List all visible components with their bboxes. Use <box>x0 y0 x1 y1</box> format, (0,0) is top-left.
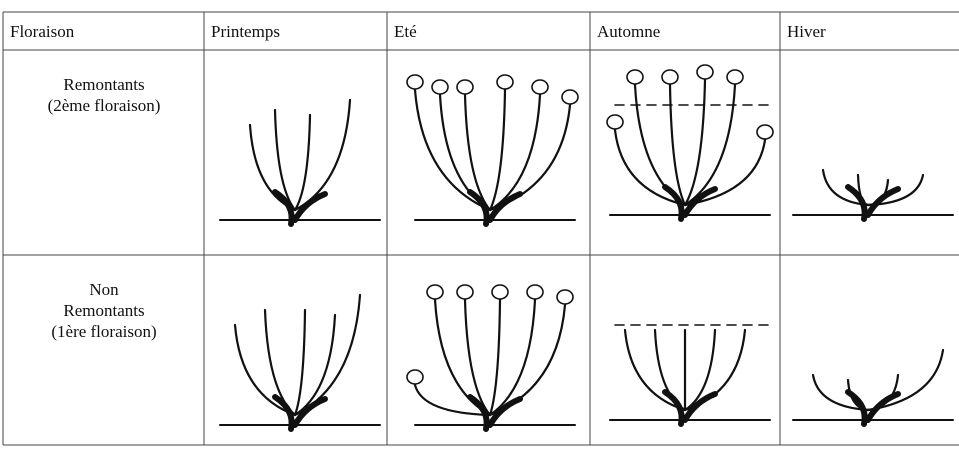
flower <box>456 79 474 95</box>
stem <box>293 313 337 417</box>
flower <box>661 69 679 85</box>
flower <box>431 79 449 95</box>
flower <box>406 74 424 90</box>
flower <box>496 74 514 90</box>
plant-sketch <box>609 324 771 427</box>
stem <box>488 298 502 417</box>
flower <box>726 69 744 85</box>
stem <box>623 328 687 412</box>
stem <box>433 298 492 417</box>
flower <box>406 369 424 385</box>
flower <box>606 114 624 130</box>
flower <box>426 284 444 300</box>
stem <box>866 178 890 207</box>
stem <box>846 378 870 412</box>
row-label: Remontants <box>63 75 144 94</box>
stem <box>683 78 707 207</box>
stem <box>293 293 362 417</box>
header-cell: Eté <box>394 22 417 41</box>
stem <box>413 383 492 417</box>
stem <box>866 173 925 207</box>
flower <box>556 289 574 305</box>
stem <box>438 93 492 212</box>
flower <box>456 284 474 300</box>
stem <box>248 123 297 212</box>
row-label: (1ère floraison) <box>51 322 156 341</box>
flower <box>491 284 509 300</box>
stem <box>293 98 352 212</box>
stem <box>856 173 870 207</box>
header-cell: Automne <box>597 22 660 41</box>
stem <box>683 328 717 412</box>
header-cell: Hiver <box>787 22 826 41</box>
stem <box>613 128 687 207</box>
stem <box>463 93 492 212</box>
stem <box>653 328 687 412</box>
stem <box>668 83 687 207</box>
flower <box>531 79 549 95</box>
stem <box>821 168 870 207</box>
stem <box>683 138 767 207</box>
plant-sketch <box>219 293 381 432</box>
stem <box>866 348 945 412</box>
row-label: Non <box>89 280 119 299</box>
header-cell: Printemps <box>211 22 280 41</box>
plant-sketch <box>792 348 954 427</box>
stem <box>233 323 297 417</box>
plant-sketch <box>219 98 381 227</box>
stem <box>488 88 507 212</box>
flower <box>526 284 544 300</box>
plant-sketch <box>606 64 774 222</box>
stem <box>633 83 687 207</box>
stem <box>683 328 747 412</box>
flower <box>696 64 714 80</box>
stem <box>293 308 307 417</box>
stem <box>488 303 567 417</box>
row-label: (2ème floraison) <box>48 96 161 115</box>
stem <box>413 88 492 212</box>
stem <box>293 113 312 212</box>
flower <box>756 124 774 140</box>
header-cell: Floraison <box>10 22 75 41</box>
stem <box>263 308 297 417</box>
row-label: Remontants <box>63 301 144 320</box>
stem <box>273 108 297 212</box>
flower <box>561 89 579 105</box>
stem <box>488 298 537 417</box>
stem <box>488 103 572 212</box>
table-grid <box>2 11 959 446</box>
stem <box>488 93 542 212</box>
stem <box>463 298 492 417</box>
stem <box>811 373 870 412</box>
plant-sketch <box>406 284 576 432</box>
flower <box>626 69 644 85</box>
plant-sketch <box>406 74 579 227</box>
plant-sketch <box>792 168 954 222</box>
